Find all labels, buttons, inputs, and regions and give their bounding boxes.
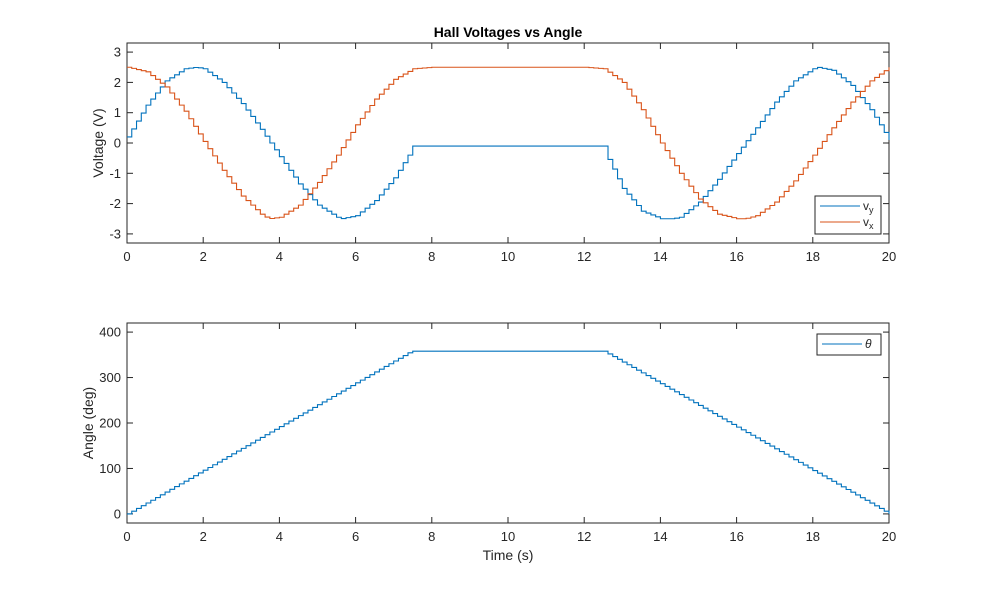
x-tick-label: 2 [200,529,207,544]
legend: θ [816,333,882,356]
series-line- [127,350,890,515]
x-tick-label: 0 [123,249,130,264]
x-tick-label: 4 [276,529,283,544]
legend-label-subscript: x [869,221,874,231]
series-line-vy [127,66,890,220]
y-tick-label: 0 [114,506,121,521]
x-axis-label: Time (s) [483,547,534,563]
y-tick-label: 400 [99,325,121,340]
x-tick-label: 16 [729,249,743,264]
legend-label-main: v [863,215,869,229]
legend-label-subscript: y [869,205,874,215]
x-tick-label: 10 [501,529,515,544]
x-tick-label: 10 [501,249,515,264]
y-tick-label: 0 [114,136,121,151]
legend-label: θ [865,337,872,351]
legend-label: vy [863,199,874,215]
x-tick-label: 12 [577,529,591,544]
y-tick-label: 300 [99,370,121,385]
legend-label: vx [863,215,874,231]
legend-label-main: v [863,199,869,213]
x-tick-label: 8 [428,529,435,544]
x-tick-label: 12 [577,249,591,264]
y-axis-label: Voltage (V) [90,108,106,177]
x-tick-label: 6 [352,529,359,544]
chart-title: Hall Voltages vs Angle [434,24,583,40]
y-tick-label: -1 [109,166,121,181]
x-tick-label: 20 [882,249,896,264]
x-tick-label: 18 [806,529,820,544]
y-tick-label: 2 [114,75,121,90]
x-tick-label: 0 [123,529,130,544]
y-tick-label: -2 [109,196,121,211]
y-tick-label: 200 [99,416,121,431]
y-tick-label: -3 [109,226,121,241]
x-tick-label: 2 [200,249,207,264]
x-tick-label: 20 [882,529,896,544]
legend-label-main: θ [865,337,872,351]
series-line-vx [127,66,890,220]
x-tick-label: 8 [428,249,435,264]
x-tick-label: 16 [729,529,743,544]
x-tick-label: 4 [276,249,283,264]
y-axis-label: Angle (deg) [80,387,96,459]
y-tick-label: 1 [114,105,121,120]
y-tick-label: 100 [99,461,121,476]
plot-area [126,322,890,524]
y-tick-label: 3 [114,45,121,60]
legend-box [814,195,882,235]
plot-area [126,42,890,244]
x-tick-label: 14 [653,529,667,544]
x-tick-label: 14 [653,249,667,264]
x-tick-label: 6 [352,249,359,264]
x-tick-label: 18 [806,249,820,264]
